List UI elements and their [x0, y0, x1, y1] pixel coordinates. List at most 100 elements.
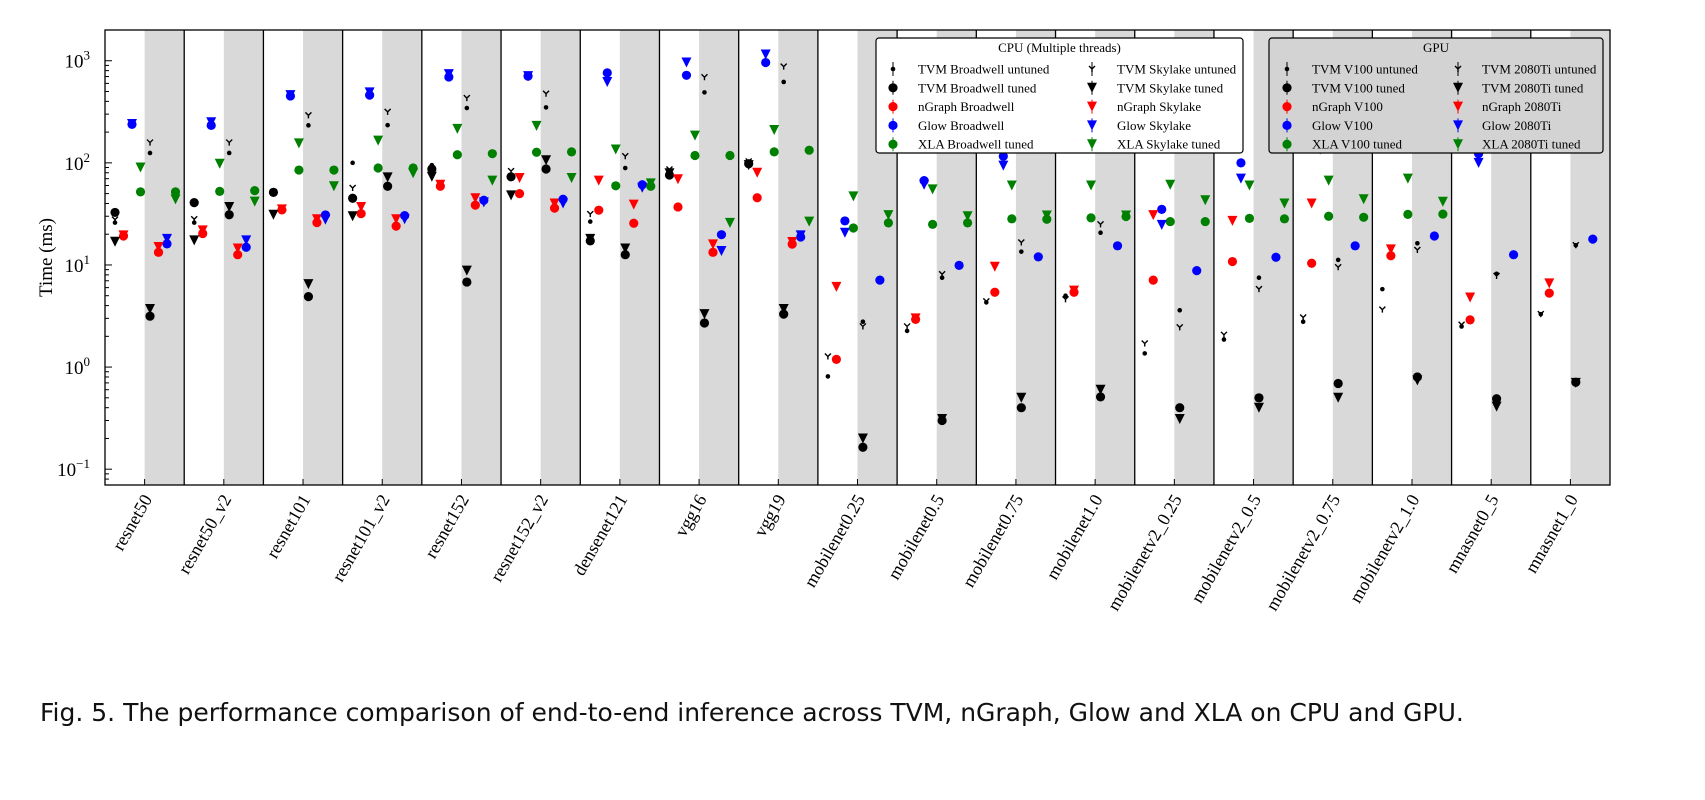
data-point	[664, 168, 675, 179]
legend-item: TVM Broadwell untuned	[890, 62, 1050, 77]
data-point	[989, 261, 1000, 272]
data-point	[1403, 209, 1413, 219]
x-tick-label: resnet152_v2	[486, 491, 552, 585]
data-point	[779, 309, 789, 319]
data-point	[1069, 285, 1080, 296]
data-point	[787, 236, 798, 247]
data-point	[470, 193, 481, 204]
legend-item: TVM Skylake untuned	[1088, 62, 1237, 77]
data-point	[1333, 378, 1343, 389]
legend-label: XLA 2080Ti tuned	[1482, 137, 1581, 152]
legend-label: nGraph 2080Ti	[1482, 99, 1562, 114]
data-point	[1386, 251, 1396, 261]
data-point	[303, 291, 314, 302]
y-tick-label: 103	[65, 48, 91, 73]
data-point	[543, 105, 549, 110]
legend-marker	[1088, 65, 1096, 72]
series-tvm-2080ti-tuned	[145, 155, 1581, 444]
gpu-band	[223, 30, 264, 485]
legend-label: nGraph Skylake	[1117, 99, 1201, 114]
data-point	[1491, 401, 1502, 412]
data-point	[1491, 394, 1502, 404]
data-point	[426, 171, 437, 182]
data-point	[364, 87, 375, 98]
legend-item: nGraph V100	[1282, 99, 1383, 114]
series-xla-broadwell-tuned	[135, 147, 1413, 233]
data-point	[170, 187, 181, 197]
data-point	[356, 201, 367, 212]
data-point	[146, 139, 154, 146]
data-point	[408, 168, 419, 179]
y-axis-label: Time (ms)	[36, 218, 57, 297]
data-point	[1033, 252, 1043, 262]
data-point	[391, 221, 401, 231]
data-point	[839, 227, 850, 238]
data-point	[233, 250, 243, 260]
legend-item: XLA V100 tuned	[1282, 137, 1403, 152]
data-point	[1253, 402, 1264, 413]
data-point	[1255, 285, 1263, 293]
legend-label: Glow 2080Ti	[1482, 118, 1552, 133]
cpu-legend: CPU (Multiple threads) TVM Broadwell untu…	[875, 37, 1244, 154]
data-point	[1175, 403, 1185, 413]
data-point	[1473, 157, 1484, 168]
legend-label: TVM 2080Ti untuned	[1482, 62, 1597, 77]
legend-item: Glow V100	[1282, 118, 1373, 133]
data-point	[197, 225, 208, 236]
data-point	[435, 179, 446, 190]
data-point	[1306, 198, 1317, 209]
data-point	[1192, 266, 1202, 276]
data-point	[304, 111, 312, 119]
data-point	[1063, 293, 1068, 298]
y-tick-label: 10−1	[57, 456, 90, 481]
data-point	[399, 214, 410, 225]
data-point	[350, 160, 355, 166]
legend-item: TVM 2080Ti untuned	[1454, 62, 1597, 77]
data-point	[700, 73, 708, 81]
data-point	[1062, 295, 1070, 303]
legend-marker	[1454, 65, 1462, 72]
data-point	[628, 199, 639, 210]
data-point	[145, 304, 155, 315]
data-point	[153, 241, 164, 252]
data-point	[249, 196, 260, 207]
data-point	[681, 70, 692, 80]
data-point	[461, 265, 472, 276]
data-point	[1437, 196, 1448, 207]
legend-marker	[888, 139, 898, 149]
data-point	[189, 198, 199, 208]
data-point	[153, 247, 164, 257]
data-point	[594, 205, 604, 215]
gpu-band	[382, 30, 422, 485]
series-tvm-skylake-untuned	[111, 158, 1545, 360]
data-point	[1016, 392, 1027, 403]
data-point	[110, 207, 120, 218]
data-point	[470, 200, 480, 210]
data-point	[602, 68, 612, 78]
x-tick-label: mobilenet1.0	[1042, 491, 1107, 583]
data-point	[206, 117, 217, 128]
data-point	[673, 202, 683, 212]
data-point	[110, 236, 120, 247]
data-point	[189, 235, 200, 246]
data-point	[1413, 246, 1421, 254]
data-point	[306, 123, 311, 128]
x-tick-label: vgg19	[750, 491, 790, 540]
x-tick-label: resnet152	[421, 491, 473, 562]
data-point	[637, 182, 648, 193]
data-point	[452, 150, 462, 160]
data-point	[1148, 275, 1158, 285]
data-point	[760, 49, 771, 60]
data-point	[356, 209, 366, 219]
x-tick-label: mobilenetv2_0.5	[1187, 491, 1265, 606]
gpu-band	[144, 30, 185, 485]
data-point	[558, 198, 569, 209]
data-point	[1177, 307, 1183, 313]
data-point	[707, 239, 718, 250]
data-point	[1323, 175, 1334, 186]
data-point	[1165, 216, 1175, 227]
data-point	[1402, 173, 1413, 184]
data-point	[1378, 306, 1386, 313]
legend-title: GPU	[1423, 40, 1450, 55]
data-point	[162, 233, 172, 244]
